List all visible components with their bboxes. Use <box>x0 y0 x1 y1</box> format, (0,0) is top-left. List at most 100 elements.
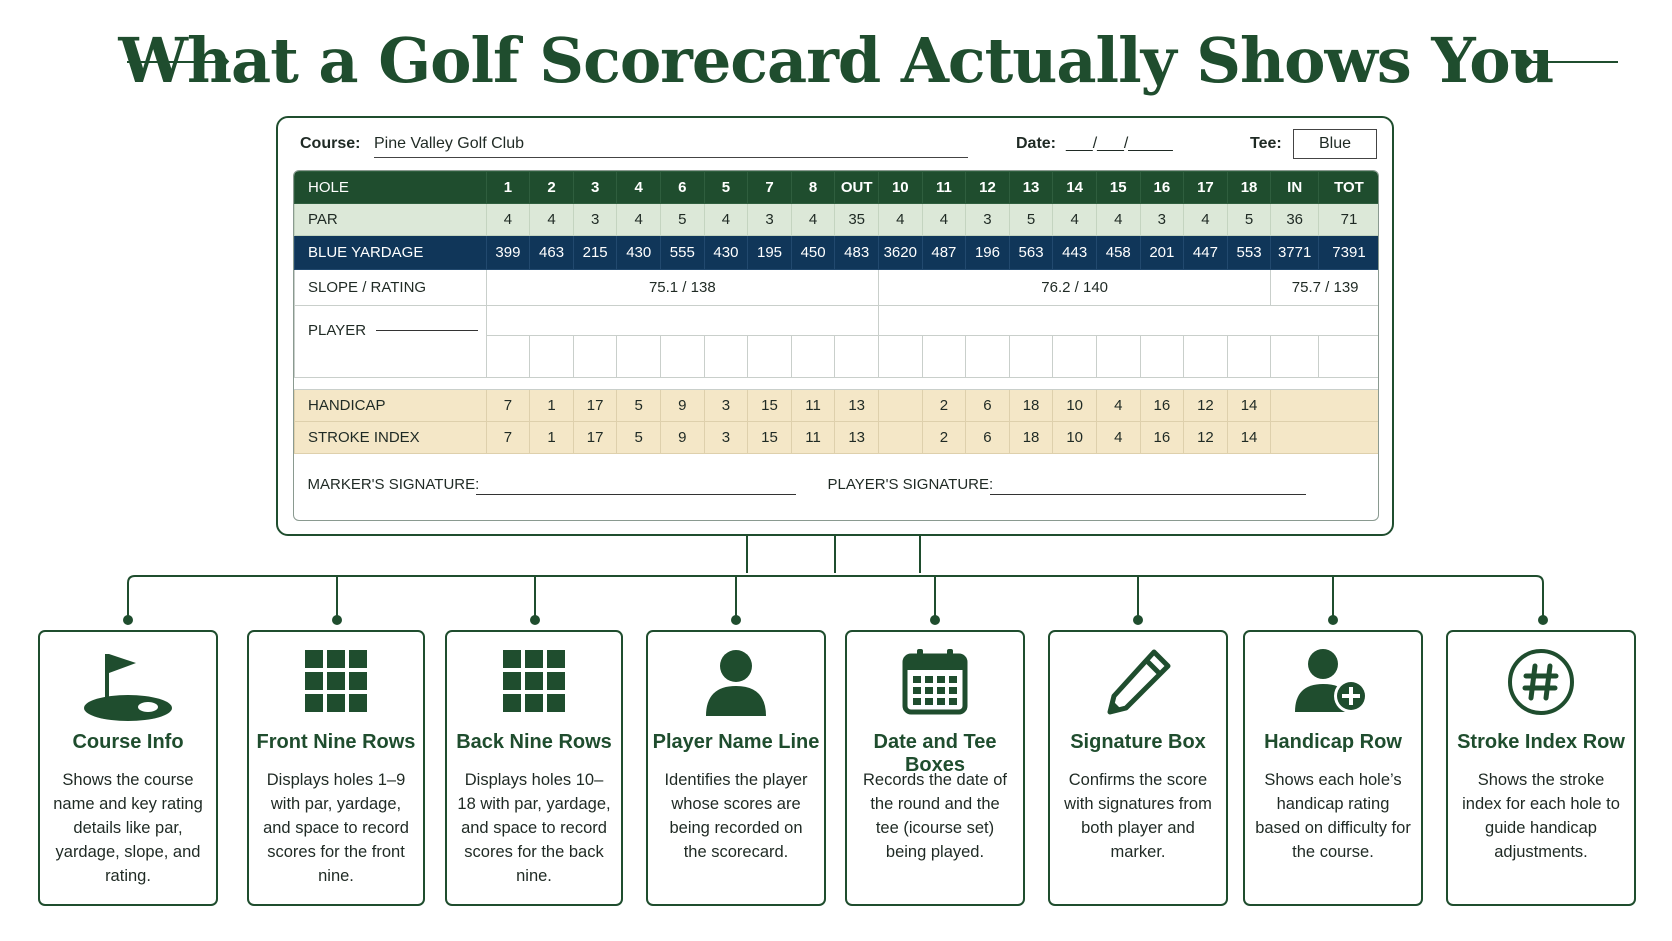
row-label: HOLE <box>294 171 487 204</box>
marker-signature-line[interactable] <box>475 494 796 495</box>
yardage-cell: 563 <box>1008 235 1054 270</box>
player-label: PLAYER <box>308 322 367 339</box>
par-cell: 4 <box>1095 203 1141 236</box>
stroke-index-cell <box>1270 421 1378 454</box>
calendar-icon <box>847 646 1023 730</box>
score-box[interactable] <box>747 335 792 378</box>
spacer-row <box>294 377 1378 390</box>
yardage-cell: 463 <box>529 235 574 270</box>
scorecard-table-frame: HOLE 1 2 3 4 6 5 7 8 OUT 10 11 12 13 14 15 16 17 18 IN TOT PA… <box>293 170 1379 521</box>
hole-number: 5 <box>703 171 749 204</box>
date-value: ___/___/_____ <box>1066 135 1173 152</box>
yardage-in: 3771 <box>1270 235 1319 270</box>
score-box[interactable] <box>877 335 923 378</box>
hole-number: 15 <box>1095 171 1141 204</box>
date-and-tee-boxes-card: Date and Tee Boxes Records the date of th… <box>845 630 1025 906</box>
row-label: SLOPE / RATING <box>294 269 487 306</box>
hole-number: 11 <box>921 171 967 204</box>
yardage-cell: 450 <box>790 235 836 270</box>
yardage-cell: 553 <box>1226 235 1272 270</box>
grid-icon <box>447 646 621 730</box>
card-title: Player Name Line <box>652 731 820 753</box>
par-cell: 4 <box>529 203 574 236</box>
hole-number: 14 <box>1052 171 1097 204</box>
card-description: Confirms the score with signatures from … <box>1064 771 1212 861</box>
slope-total: 75.7 / 139 <box>1270 269 1378 306</box>
par-cell: 5 <box>660 203 705 236</box>
score-box[interactable] <box>790 335 836 378</box>
back-nine-rows-card: Back Nine Rows Displays holes 10–18 with … <box>445 630 623 906</box>
tee-label: Tee: <box>1250 135 1282 152</box>
card-description: Shows the course name and key rating det… <box>53 771 203 885</box>
front-nine-rows-card: Front Nine Rows Displays holes 1–9 with p… <box>247 630 425 906</box>
card-title: Signature Box <box>1070 731 1206 753</box>
player-row: PLAYER <box>294 305 1378 378</box>
score-box[interactable] <box>965 335 1010 378</box>
stroke-index-cell: 2 <box>921 421 967 454</box>
player-name-line[interactable] <box>376 330 479 331</box>
slope-front: 75.1 / 138 <box>485 269 879 306</box>
card-description: Shows the stroke index for each hole to … <box>1462 771 1620 861</box>
handicap-cell: 1 <box>529 389 574 422</box>
hole-number: 6 <box>660 171 705 204</box>
par-cell: 3 <box>572 203 618 236</box>
tee-box: Blue <box>1293 129 1377 159</box>
card-title: Handicap Row <box>1264 731 1402 753</box>
handicap-cell: 4 <box>1095 389 1141 422</box>
score-box[interactable] <box>1183 335 1228 378</box>
yardage-cell: 215 <box>572 235 618 270</box>
stroke-index-cell: 10 <box>1052 421 1097 454</box>
stroke-index-row-card: Stroke Index Row Shows the stroke index f… <box>1446 630 1636 906</box>
hole-number: 4 <box>616 171 662 204</box>
score-box[interactable] <box>1270 335 1319 378</box>
score-box[interactable] <box>572 335 618 378</box>
score-box[interactable] <box>616 335 662 378</box>
stroke-index-cell: 3 <box>703 421 749 454</box>
stroke-index-cell: 18 <box>1008 421 1054 454</box>
row-label: BLUE YARDAGE <box>294 235 487 270</box>
score-box[interactable] <box>703 335 749 378</box>
score-box[interactable] <box>1008 335 1054 378</box>
player-name-cell[interactable]: PLAYER <box>294 305 487 378</box>
person-plus-icon <box>1245 646 1421 730</box>
score-box[interactable] <box>529 335 574 378</box>
player-signature-label: PLAYER'S SIGNATURE: <box>827 476 994 493</box>
stroke-index-cell: 4 <box>1095 421 1141 454</box>
score-box[interactable] <box>660 335 705 378</box>
in-header: IN <box>1270 171 1319 204</box>
card-title: Back Nine Rows <box>456 731 612 753</box>
par-cell: 4 <box>790 203 836 236</box>
handicap-cell: 18 <box>1008 389 1054 422</box>
par-row: PAR 4 4 3 4 5 4 3 4 35 4 4 3 5 4 4 3 4 5 36 71 <box>294 203 1378 236</box>
yardage-cell: 399 <box>485 235 531 270</box>
par-total: 71 <box>1317 203 1378 236</box>
par-cell: 4 <box>877 203 923 236</box>
handicap-cell: 13 <box>834 389 879 422</box>
score-box[interactable] <box>1226 335 1272 378</box>
score-box[interactable] <box>921 335 967 378</box>
yardage-cell: 458 <box>1095 235 1141 270</box>
stroke-index-cell: 17 <box>572 421 618 454</box>
score-box[interactable] <box>1139 335 1185 378</box>
marker-signature-label: MARKER'S SIGNATURE: <box>307 476 480 493</box>
player-header-back <box>877 305 1378 336</box>
score-box[interactable] <box>1317 335 1378 378</box>
handicap-cell: 6 <box>965 389 1010 422</box>
hole-number: 7 <box>747 171 792 204</box>
score-box[interactable] <box>485 335 531 378</box>
stroke-index-cell: 11 <box>790 421 836 454</box>
stroke-index-cell: 12 <box>1183 421 1228 454</box>
hole-number: 17 <box>1183 171 1228 204</box>
handicap-cell: 14 <box>1226 389 1272 422</box>
course-label: Course: <box>300 135 361 152</box>
score-box[interactable] <box>834 335 879 378</box>
score-box[interactable] <box>1052 335 1097 378</box>
score-box[interactable] <box>1095 335 1141 378</box>
hole-number: 2 <box>529 171 574 204</box>
flag-icon <box>40 646 216 730</box>
player-signature-line[interactable] <box>989 494 1306 495</box>
handicap-cell: 16 <box>1139 389 1185 422</box>
yardage-cell: 555 <box>660 235 705 270</box>
hole-number: 1 <box>485 171 531 204</box>
par-in: 36 <box>1270 203 1319 236</box>
